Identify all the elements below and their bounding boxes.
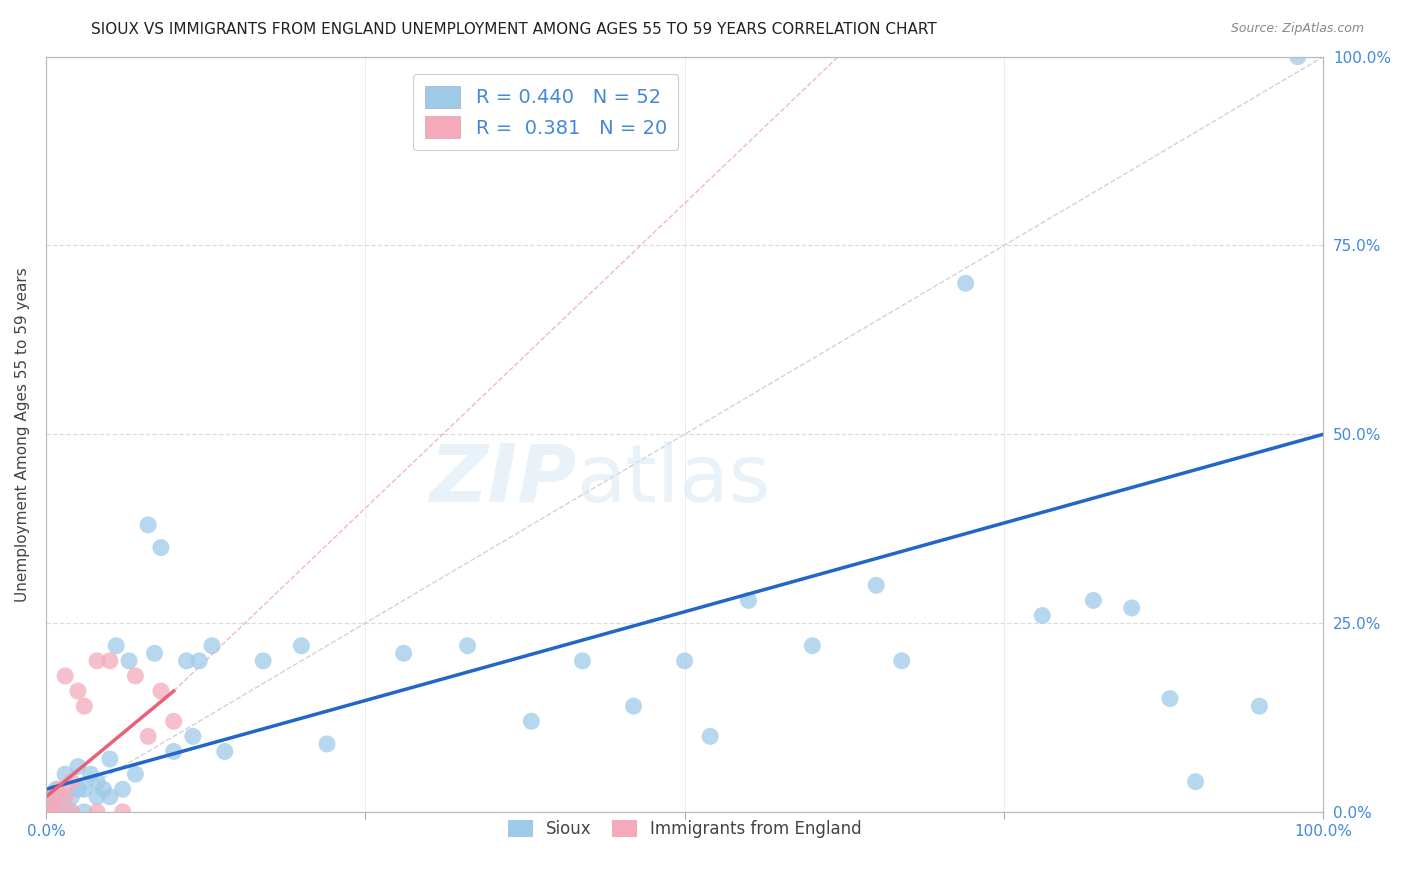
Point (35, 789, 58, 804)
Point (53, 669, 76, 683)
Point (53, 767, 76, 781)
Point (66, 782, 89, 797)
Point (60, 789, 83, 804)
Point (1184, 774, 1206, 789)
Point (73, 782, 96, 797)
Point (98, 752, 121, 766)
Point (163, 744, 186, 758)
Point (48, 782, 70, 797)
Point (111, 805, 134, 819)
Point (105, 639, 128, 653)
Point (290, 639, 312, 653)
Point (316, 737, 339, 751)
Point (188, 654, 211, 668)
Point (520, 714, 543, 729)
Point (73, 805, 96, 819)
Point (623, 699, 645, 714)
Point (60, 805, 83, 819)
Point (41, 797, 63, 812)
Point (111, 782, 134, 797)
Point (45, 782, 67, 797)
Point (699, 730, 721, 744)
Text: ZIP: ZIP (429, 441, 576, 518)
Point (79, 767, 101, 781)
Point (98, 789, 121, 804)
Text: atlas: atlas (576, 441, 770, 518)
Text: Source: ZipAtlas.com: Source: ZipAtlas.com (1230, 22, 1364, 36)
Point (118, 654, 141, 668)
Point (1286, 50, 1309, 64)
Point (1159, 691, 1181, 706)
Y-axis label: Unemployment Among Ages 55 to 59 years: Unemployment Among Ages 55 to 59 years (15, 267, 30, 601)
Point (136, 730, 159, 744)
Point (86, 774, 108, 789)
Point (41, 805, 63, 819)
Point (673, 654, 696, 668)
Point (86, 789, 108, 804)
Point (136, 517, 159, 532)
Point (1083, 593, 1105, 607)
Point (955, 277, 977, 291)
Point (1249, 699, 1271, 714)
Point (176, 654, 198, 668)
Point (1121, 601, 1143, 615)
Point (801, 639, 824, 653)
Point (149, 684, 172, 698)
Point (181, 730, 204, 744)
Legend: Sioux, Immigrants from England: Sioux, Immigrants from England (501, 814, 869, 845)
Point (44, 789, 66, 804)
Point (93, 782, 115, 797)
Point (60, 774, 83, 789)
Point (865, 578, 887, 592)
Point (456, 639, 478, 653)
Point (98, 654, 121, 668)
Point (890, 654, 912, 668)
Point (571, 654, 593, 668)
Point (143, 646, 166, 660)
Text: SIOUX VS IMMIGRANTS FROM ENGLAND UNEMPLOYMENT AMONG AGES 55 TO 59 YEARS CORRELAT: SIOUX VS IMMIGRANTS FROM ENGLAND UNEMPLO… (91, 22, 938, 37)
Point (149, 541, 172, 555)
Point (392, 646, 415, 660)
Point (48, 805, 70, 819)
Point (737, 593, 759, 607)
Point (86, 654, 108, 668)
Point (35, 805, 58, 819)
Point (252, 654, 274, 668)
Point (53, 789, 76, 804)
Point (124, 669, 146, 683)
Point (38, 797, 60, 812)
Point (66, 759, 89, 773)
Point (73, 699, 96, 714)
Point (60, 805, 83, 819)
Point (214, 744, 236, 758)
Point (124, 767, 146, 781)
Point (1031, 608, 1053, 623)
Point (66, 684, 89, 698)
Point (163, 714, 186, 729)
Point (201, 639, 224, 653)
Point (86, 805, 108, 819)
Point (48, 797, 70, 812)
